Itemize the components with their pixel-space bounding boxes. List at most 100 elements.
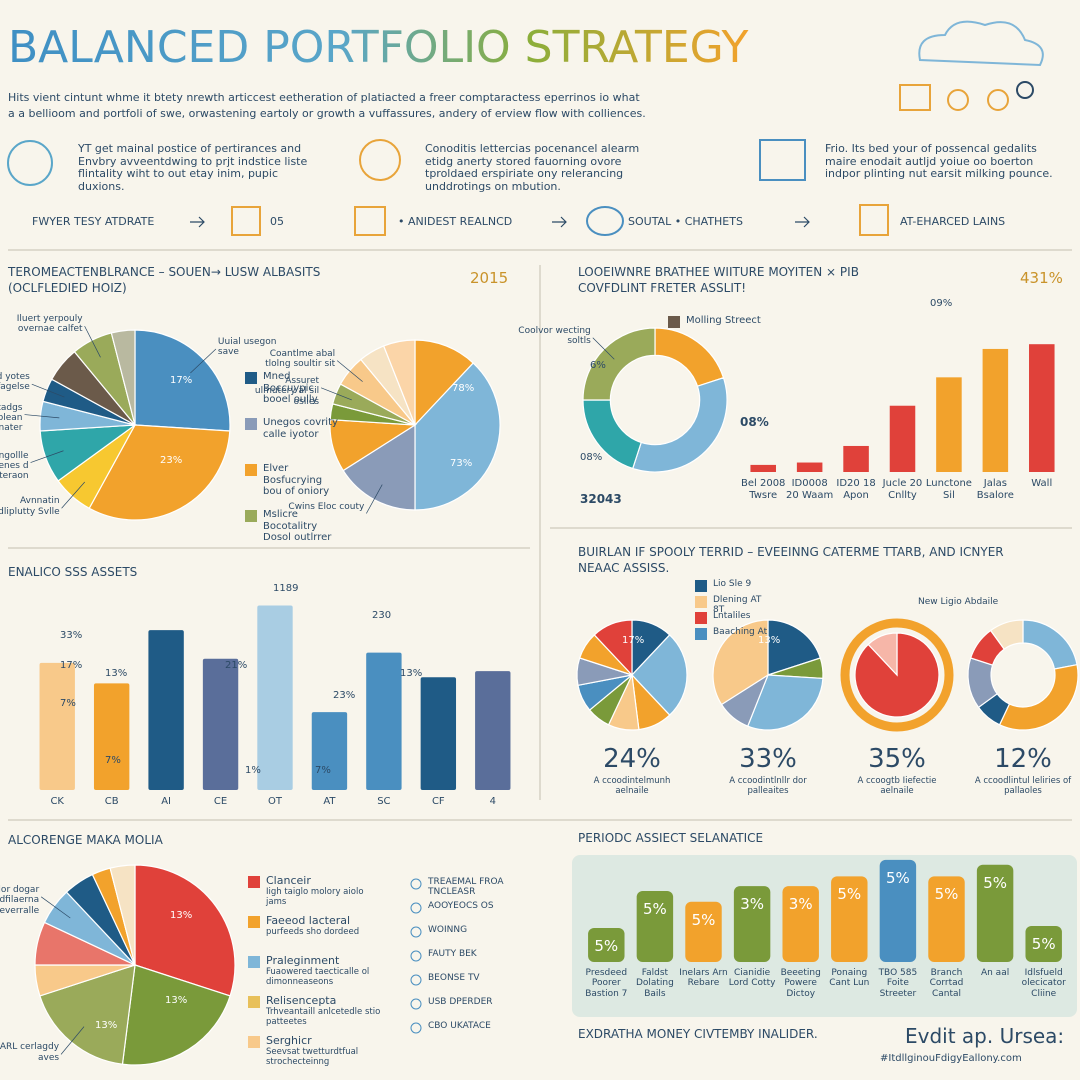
- annotation: 08%: [580, 452, 603, 463]
- annotation: 17%: [622, 635, 645, 646]
- annotation: 13%: [95, 1020, 118, 1031]
- bar: [202, 658, 239, 790]
- legend-swatch: [668, 316, 680, 328]
- annotation: 17%: [60, 660, 83, 671]
- step-label: AT-EHARCED LAINS: [900, 215, 1006, 228]
- check-icon: [410, 926, 422, 938]
- pie-slice: [109, 864, 136, 966]
- bar-badge: 5%: [885, 868, 910, 887]
- bar: [928, 876, 965, 962]
- x-tick-label: Lunctone Sil: [925, 478, 972, 501]
- slice-label: CARL cerlagdy aves: [0, 1042, 60, 1063]
- check-item: TREAEMAL FROA TNCLEASR: [428, 877, 504, 898]
- legend-swatch: [695, 580, 707, 592]
- bar: [843, 445, 869, 472]
- annotation: 13%: [165, 995, 188, 1006]
- bar: [982, 348, 1009, 472]
- callout-line: [61, 481, 86, 509]
- callout-line: [40, 896, 71, 919]
- check-icon: [410, 1022, 422, 1034]
- panel-note: 431%: [1020, 269, 1063, 287]
- pie-slice: [582, 327, 656, 401]
- legend-note: Seevsat twetturdtfual strochecteinng: [266, 1047, 359, 1067]
- check-icon: [410, 878, 422, 890]
- annotation: 78%: [452, 383, 475, 394]
- check-item: AOOYEOCS OS: [428, 901, 494, 911]
- bar: [311, 712, 348, 790]
- x-tick-label: Faldst Dolating Bails: [635, 968, 674, 999]
- legend-swatch: [248, 956, 260, 968]
- x-tick-label: ID0008 20 Waam: [786, 478, 834, 501]
- footer-link: #ItdllginouFdigyEallony.com: [880, 1053, 1022, 1064]
- bar: [420, 677, 457, 790]
- bar: [148, 630, 184, 790]
- panel-title: LOOEIWNRE BRATHEE WIITURE MOYITEN ⨯ PIB: [578, 265, 859, 279]
- legend-note: Fuaowered taecticalle ol dimonneaseons: [266, 967, 370, 987]
- check-item: BEONSE TV: [428, 973, 480, 983]
- bar: [93, 683, 130, 790]
- x-tick-label: Wall: [1031, 478, 1053, 489]
- panel-subtitle: NEAAC ASSISS.: [578, 561, 670, 575]
- pie-slice: [767, 619, 822, 676]
- bar: [1029, 344, 1055, 472]
- pie-slice: [712, 619, 769, 706]
- bar: [782, 886, 819, 962]
- legend-swatch: [695, 596, 707, 608]
- annotation: 09%: [930, 298, 953, 309]
- pie-slice: [1022, 619, 1078, 670]
- pie-slice: [88, 424, 231, 521]
- bar: [976, 864, 1014, 962]
- ring: [840, 618, 954, 732]
- pie-slice: [382, 339, 416, 426]
- slice-label: Call for tadgs oolean comnater: [0, 402, 23, 434]
- check-icon: [410, 974, 422, 986]
- bar-badge: 3%: [740, 895, 764, 914]
- legend-swatch: [245, 510, 257, 522]
- step-label: FWYER TESY ATDRATE: [32, 215, 155, 228]
- pie-slice: [121, 964, 231, 1066]
- legend-swatch: [248, 996, 260, 1008]
- feature-text: Frio. Its bed your of possencal gedalits…: [825, 142, 1053, 181]
- x-tick-label: Presdeed Poorer Bastion 7: [585, 968, 628, 999]
- legend-label: Unegos covrity calle iyotor: [263, 417, 338, 440]
- stat-caption: A ccoodlintul leliries of pallaoles: [974, 776, 1072, 796]
- panel-title: ALCORENGE MAKA MOLIA: [8, 833, 163, 847]
- pie-slice: [414, 362, 501, 511]
- legend-swatch: [248, 1036, 260, 1048]
- panel-subtitle: (OCLFLEDIED HOIZ): [8, 281, 127, 295]
- annotation: 7%: [315, 765, 331, 776]
- x-tick-label: Idlsfueld olecicator Cliine: [1021, 968, 1066, 999]
- legend-swatch: [248, 916, 260, 928]
- annotation: 7%: [105, 755, 121, 766]
- callout-line: [366, 484, 383, 514]
- panel-title: PERIODC ASSIECT SELANATICE: [578, 831, 764, 845]
- stat-caption: A ccoogtb Iiefectie aelnaile: [857, 776, 937, 796]
- panel-title: TEROMEACTENBLRANCE – SOUEN→ LUSW ALBASIT…: [8, 265, 321, 279]
- annotation: 32043: [580, 492, 622, 506]
- step-label: 05: [270, 215, 284, 228]
- legend-label: Baaching At: [713, 627, 768, 637]
- legend-label: Praleginment: [266, 954, 340, 967]
- callout-line: [592, 337, 615, 360]
- x-tick-label: 4: [489, 796, 496, 807]
- footer-title: EXDRATHA MONEY CIVTEMBY INALIDER.: [578, 1027, 818, 1041]
- stat-caption: A ccoodintlnllr dor palleaites: [729, 776, 807, 796]
- legend-note: Trhveantaill anlcetedle stio patteetes: [266, 1007, 381, 1027]
- callout-line: [190, 348, 217, 374]
- legend-label: Lio Sle 9: [713, 579, 752, 589]
- panel-note: New Ligio Abdaile: [918, 597, 999, 607]
- bar: [475, 671, 511, 790]
- x-tick-label: TBO 585 Foite Streeter: [878, 968, 918, 999]
- pie-slice: [867, 632, 898, 677]
- x-tick-label: CE: [213, 796, 228, 807]
- check-icon: [410, 902, 422, 914]
- headline-stat: 24%: [603, 744, 661, 774]
- legend-swatch: [245, 372, 257, 384]
- x-tick-label: OT: [267, 796, 282, 807]
- slice-label: Assuret ulmutery al sil oslies: [254, 375, 320, 407]
- annotation: 230: [372, 610, 392, 621]
- pie-slice: [989, 619, 1024, 650]
- callout-line: [24, 414, 60, 419]
- legend-label: Elver Bosfucrying bou of oniory: [263, 463, 330, 497]
